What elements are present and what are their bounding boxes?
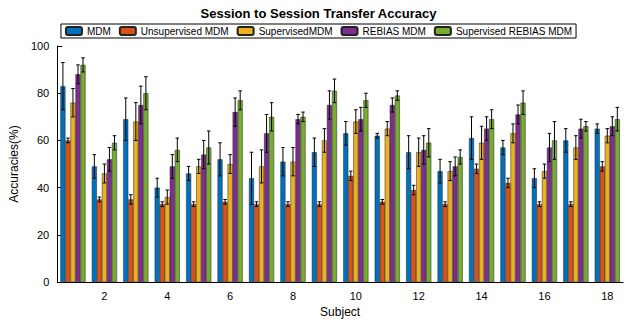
svg-text:0: 0 — [43, 276, 49, 288]
svg-text:SupervisedMDM: SupervisedMDM — [259, 26, 333, 37]
svg-text:4: 4 — [164, 290, 170, 302]
svg-text:Unsupervised MDM: Unsupervised MDM — [141, 26, 229, 37]
svg-text:6: 6 — [227, 290, 233, 302]
svg-text:Supervised REBIAS MDM: Supervised REBIAS MDM — [456, 26, 572, 37]
svg-text:18: 18 — [601, 290, 613, 302]
svg-text:20: 20 — [37, 229, 49, 241]
svg-text:Subject: Subject — [320, 305, 361, 319]
svg-text:100: 100 — [31, 40, 49, 52]
svg-text:40: 40 — [37, 182, 49, 194]
svg-text:8: 8 — [290, 290, 296, 302]
svg-text:Accuracies(%): Accuracies(%) — [7, 125, 21, 202]
svg-text:MDM: MDM — [87, 26, 111, 37]
svg-text:12: 12 — [413, 290, 425, 302]
svg-text:16: 16 — [538, 290, 550, 302]
svg-text:REBIAS MDM: REBIAS MDM — [363, 26, 426, 37]
svg-text:10: 10 — [350, 290, 362, 302]
svg-text:80: 80 — [37, 87, 49, 99]
svg-text:2: 2 — [101, 290, 107, 302]
svg-text:60: 60 — [37, 134, 49, 146]
svg-text:14: 14 — [475, 290, 487, 302]
svg-text:Session to Session Transfer Ac: Session to Session Transfer Accuracy — [201, 6, 438, 21]
